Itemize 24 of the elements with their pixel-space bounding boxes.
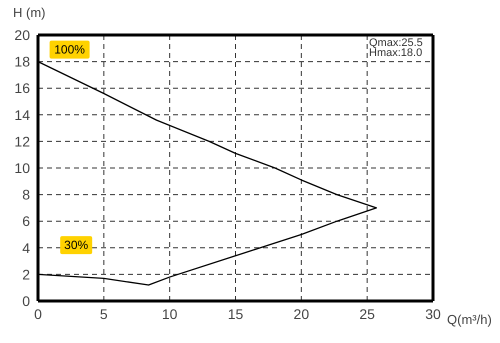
- x-tick-label: 10: [162, 306, 178, 322]
- annotation: 30%: [64, 238, 89, 252]
- y-tick-label: 0: [22, 292, 30, 309]
- y-tick-label: 18: [14, 54, 30, 70]
- annotation: Hmax:18.0: [369, 47, 423, 59]
- annotation: Qmax:25.5: [369, 37, 423, 49]
- annotation: 100%: [54, 42, 86, 57]
- x-tick-label: 25: [359, 306, 376, 322]
- x-tick-label: 5: [100, 306, 108, 322]
- y-tick-label: 6: [22, 213, 30, 230]
- y-tick-label: 8: [22, 186, 30, 203]
- y-axis-title: H (m): [13, 5, 46, 20]
- y-tick-label: 2: [22, 266, 30, 282]
- x-tick-label: 20: [294, 306, 310, 322]
- x-axis-title: Q(m³/h): [447, 312, 492, 327]
- x-tick-label: 15: [228, 306, 244, 322]
- y-tick-label: 10: [14, 160, 30, 176]
- y-tick-label: 4: [22, 240, 30, 256]
- y-tick-label: 16: [14, 80, 30, 96]
- y-tick-label: 14: [14, 106, 30, 123]
- x-tick-label: 0: [34, 306, 42, 322]
- y-tick-label: 20: [14, 26, 30, 43]
- y-tick-label: 12: [14, 133, 30, 150]
- x-tick-label: 30: [425, 306, 441, 322]
